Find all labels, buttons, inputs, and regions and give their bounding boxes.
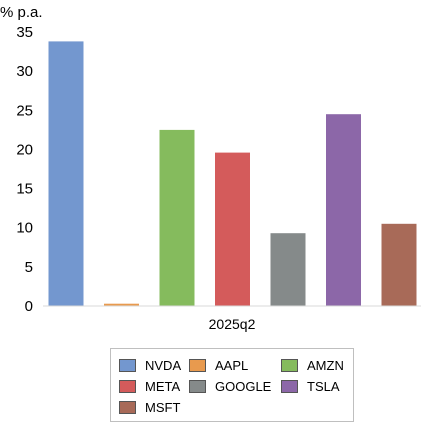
legend-item-google: GOOGLE bbox=[189, 378, 271, 394]
chart-legend: NVDA AAPL AMZN META GOOGLE TSLA MSFT bbox=[110, 348, 354, 422]
legend-label: META bbox=[145, 378, 181, 394]
legend-swatch bbox=[189, 358, 206, 372]
legend-item-meta: META bbox=[119, 378, 180, 394]
legend-label: MSFT bbox=[145, 399, 181, 415]
bar-google bbox=[270, 233, 306, 306]
legend-swatch bbox=[119, 400, 136, 414]
legend-item-amzn: AMZN bbox=[281, 357, 344, 373]
y-tick-label: 5 bbox=[25, 259, 33, 276]
legend-label: GOOGLE bbox=[215, 378, 272, 394]
legend-swatch bbox=[119, 379, 136, 393]
y-tick-label: 15 bbox=[16, 181, 33, 198]
bar-meta bbox=[215, 152, 250, 306]
legend-item-tsla: TSLA bbox=[281, 378, 340, 394]
legend-swatch bbox=[189, 379, 206, 393]
bar-msft bbox=[381, 223, 417, 306]
legend-swatch bbox=[281, 358, 298, 372]
y-tick-label: 35 bbox=[16, 24, 33, 41]
legend-label: NVDA bbox=[145, 357, 182, 373]
bar-tsla bbox=[326, 114, 361, 306]
y-tick-label: 10 bbox=[16, 220, 33, 237]
bar-aapl bbox=[104, 303, 139, 306]
legend-swatch bbox=[281, 379, 298, 393]
y-unit-label: % p.a. bbox=[0, 4, 43, 21]
y-tick-label: 20 bbox=[16, 141, 33, 158]
y-tick-label: 0 bbox=[25, 298, 33, 315]
legend-label: AAPL bbox=[215, 357, 249, 373]
legend-label: TSLA bbox=[307, 378, 340, 394]
bar-chart: % p.a. 0 5 10 15 20 25 30 35 2025q2 bbox=[0, 4, 421, 332]
legend-item-aapl: AAPL bbox=[189, 357, 248, 373]
bars bbox=[48, 41, 417, 307]
legend-item-nvda: NVDA bbox=[119, 357, 181, 373]
x-category-label: 2025q2 bbox=[209, 316, 256, 332]
legend-label: AMZN bbox=[307, 357, 344, 373]
bar-nvda bbox=[48, 41, 84, 307]
y-axis-ticks: 0 5 10 15 20 25 30 35 bbox=[16, 24, 33, 315]
bar-amzn bbox=[159, 129, 195, 306]
legend-item-msft: MSFT bbox=[119, 399, 180, 415]
y-tick-label: 25 bbox=[16, 102, 33, 119]
legend-swatch bbox=[119, 358, 136, 372]
y-tick-label: 30 bbox=[16, 63, 33, 80]
